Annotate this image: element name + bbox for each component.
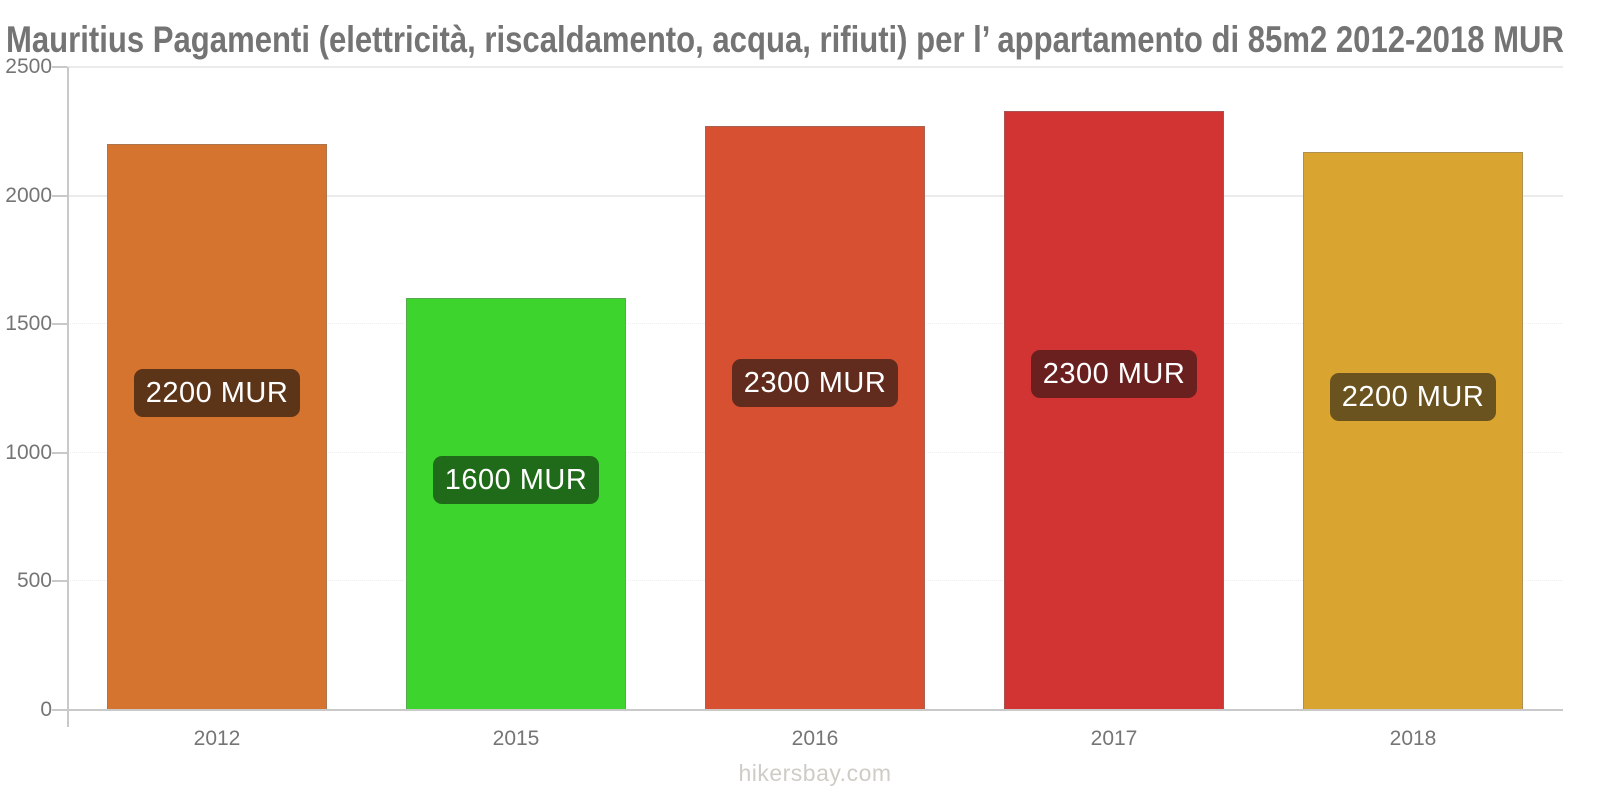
y-tick-label-1500: 1500	[5, 312, 52, 335]
y-tick-mark-0	[52, 709, 67, 711]
y-axis-line	[67, 67, 69, 727]
y-tick-label-1000: 1000	[5, 441, 52, 464]
x-tick-label-2016: 2016	[791, 727, 839, 750]
bar-value-label-2015: 1600 MUR	[433, 456, 599, 504]
bar-2012[interactable]	[107, 144, 327, 710]
x-tick-label-2017: 2017	[1090, 727, 1138, 750]
bar-value-label-2018: 2200 MUR	[1330, 373, 1496, 421]
gridline-2500	[67, 66, 1563, 68]
bar-2017[interactable]	[1004, 111, 1224, 710]
chart-title: Mauritius Pagamenti (elettricità, riscal…	[6, 19, 1564, 60]
y-tick-mark-2000	[52, 195, 67, 197]
x-tick-label-2015: 2015	[492, 727, 540, 750]
bar-value-label-2016: 2300 MUR	[732, 359, 898, 407]
x-tick-label-2012: 2012	[193, 727, 241, 750]
bar-2018[interactable]	[1303, 152, 1523, 710]
y-tick-label-0: 0	[40, 698, 52, 721]
y-tick-mark-500	[52, 580, 67, 582]
x-axis-line	[67, 709, 1563, 711]
x-tick-label-2018: 2018	[1389, 727, 1437, 750]
bar-2015[interactable]	[406, 298, 626, 710]
y-tick-label-500: 500	[16, 569, 52, 592]
y-tick-mark-1000	[52, 452, 67, 454]
y-tick-label-2500: 2500	[5, 55, 52, 78]
bar-value-label-2017: 2300 MUR	[1031, 350, 1197, 398]
bar-value-label-2012: 2200 MUR	[134, 369, 300, 417]
y-tick-label-2000: 2000	[5, 184, 52, 207]
watermark-hikersbay: hikersbay.com	[738, 760, 892, 786]
y-tick-mark-1500	[52, 323, 67, 325]
y-tick-mark-2500	[52, 66, 67, 68]
bar-2016[interactable]	[705, 126, 925, 710]
